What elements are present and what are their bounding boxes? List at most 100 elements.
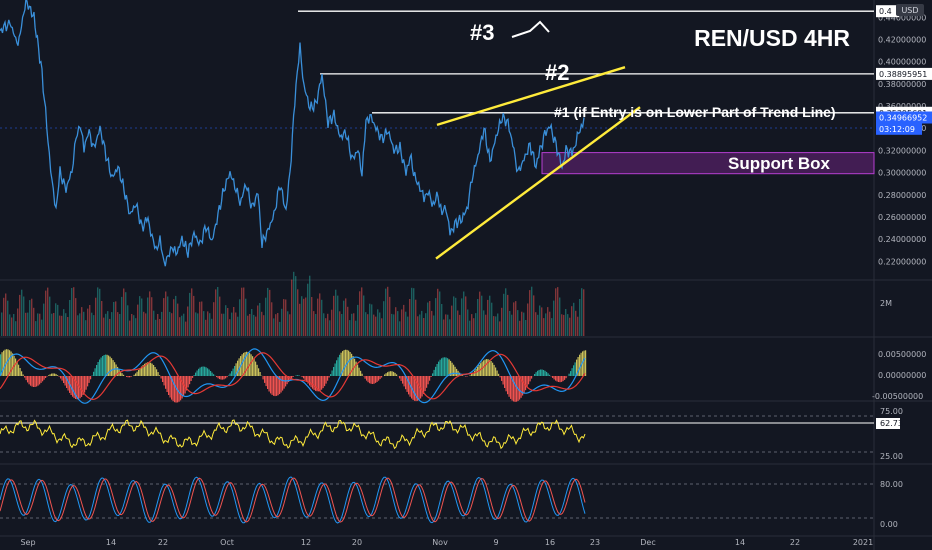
volume-bar bbox=[219, 296, 221, 336]
volume-bar bbox=[411, 287, 413, 336]
macd-bar bbox=[358, 367, 360, 376]
volume-bar bbox=[53, 313, 55, 336]
macd-bar bbox=[438, 361, 440, 376]
support-box[interactable] bbox=[541, 152, 875, 175]
macd-bar bbox=[4, 349, 6, 376]
macd-bar bbox=[511, 376, 513, 401]
volume-bar bbox=[389, 296, 391, 336]
macd-bar bbox=[147, 362, 149, 376]
macd-bar bbox=[103, 355, 105, 376]
volume-bar bbox=[203, 311, 205, 336]
macd-bar bbox=[495, 367, 497, 376]
price-tick: 0.44000000 bbox=[878, 13, 926, 22]
trend-line-lower[interactable] bbox=[435, 106, 641, 260]
macd-bar bbox=[73, 376, 75, 399]
macd-bar bbox=[238, 358, 240, 376]
volume-bar bbox=[525, 320, 527, 336]
volume-bar bbox=[225, 305, 227, 336]
volume-bar bbox=[561, 314, 563, 336]
macd-bar bbox=[454, 366, 456, 376]
macd-bar bbox=[84, 376, 86, 393]
macd-bar bbox=[355, 361, 357, 376]
annotation-target-3: #3 bbox=[470, 20, 494, 45]
macd-bar bbox=[12, 353, 14, 376]
macd-bar bbox=[31, 376, 33, 387]
macd-bar bbox=[579, 354, 581, 376]
macd-bar bbox=[351, 353, 353, 376]
volume-bar bbox=[15, 321, 17, 336]
macd-bar bbox=[40, 376, 42, 383]
volume-bar bbox=[205, 319, 207, 336]
macd-bar bbox=[45, 376, 47, 378]
annotation-target-2: #2 bbox=[545, 60, 569, 85]
volume-bar bbox=[409, 299, 411, 336]
price-tick: 0.22000000 bbox=[878, 257, 926, 266]
volume-bar bbox=[127, 305, 129, 336]
macd-bar bbox=[90, 376, 92, 380]
volume-bar bbox=[239, 299, 241, 336]
macd-bar bbox=[145, 362, 147, 376]
volume-bar bbox=[397, 311, 399, 336]
volume-bar bbox=[57, 304, 59, 336]
volume-bar bbox=[19, 294, 21, 336]
volume-bar bbox=[521, 311, 523, 336]
macd-bar bbox=[361, 373, 363, 376]
rsi-tick-75: 75.00 bbox=[880, 407, 903, 416]
macd-bar bbox=[544, 370, 546, 376]
volume-bar bbox=[243, 287, 245, 336]
volume-bar bbox=[183, 313, 185, 336]
macd-bar bbox=[409, 376, 411, 397]
macd-bar bbox=[381, 376, 383, 378]
macd-bar bbox=[228, 375, 230, 376]
macd-bar bbox=[121, 373, 123, 376]
macd-bar bbox=[184, 376, 186, 394]
macd-bar bbox=[180, 376, 182, 401]
volume-bar bbox=[167, 296, 169, 336]
volume-bar bbox=[567, 314, 569, 336]
macd-bar bbox=[547, 373, 549, 376]
macd-bar bbox=[219, 376, 221, 380]
volume-bar bbox=[179, 317, 181, 336]
volume-bar bbox=[543, 318, 545, 336]
price-tag-label: 0.34966952 bbox=[879, 114, 927, 123]
trend-line-upper[interactable] bbox=[436, 66, 626, 127]
volume-bar bbox=[237, 316, 239, 336]
macd-bar bbox=[52, 373, 54, 376]
volume-bar bbox=[11, 317, 13, 336]
volume-bar bbox=[471, 314, 473, 336]
level-tag bbox=[876, 5, 899, 18]
volume-bar bbox=[61, 315, 63, 336]
macd-bar bbox=[334, 363, 336, 376]
macd-bar bbox=[183, 376, 185, 397]
macd-bar bbox=[556, 376, 558, 382]
volume-bar bbox=[329, 320, 331, 336]
currency-badge-label: USD bbox=[901, 6, 918, 15]
volume-bar bbox=[109, 318, 111, 336]
volume-bar bbox=[187, 306, 189, 336]
volume-bar bbox=[417, 316, 419, 336]
price-tick: 0.30000000 bbox=[878, 169, 926, 178]
macd-bar bbox=[33, 376, 35, 387]
macd-bar bbox=[76, 376, 78, 400]
macd-bar bbox=[178, 376, 180, 402]
volume-bar bbox=[229, 319, 231, 336]
volume-bar bbox=[75, 298, 77, 336]
volume-bar bbox=[181, 315, 183, 336]
time-tick: Nov bbox=[432, 538, 448, 547]
volume-bar bbox=[379, 312, 381, 336]
macd-bar bbox=[135, 373, 137, 376]
volume-bar bbox=[407, 316, 409, 336]
macd-bar bbox=[67, 376, 69, 391]
volume-bar bbox=[335, 289, 337, 336]
macd-bar bbox=[208, 369, 210, 376]
macd-bar bbox=[48, 375, 50, 376]
volume-bar bbox=[227, 308, 229, 336]
volume-bar bbox=[501, 307, 503, 336]
volume-bar bbox=[331, 309, 333, 336]
up-arrow-icon bbox=[511, 20, 550, 38]
macd-bar bbox=[153, 365, 155, 376]
macd-bar bbox=[574, 362, 576, 376]
level-tag bbox=[876, 67, 932, 80]
macd-bar bbox=[256, 364, 258, 376]
